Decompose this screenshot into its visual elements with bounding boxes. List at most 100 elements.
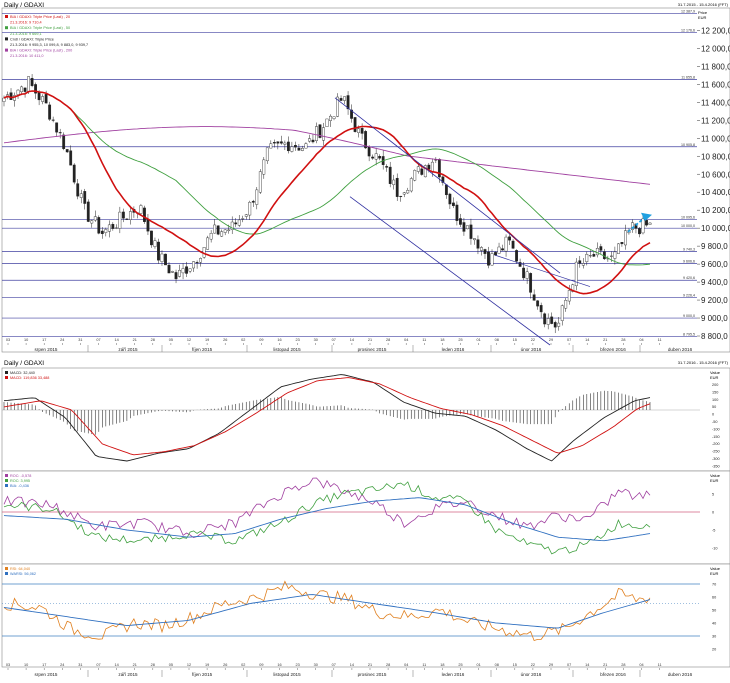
main-title: Daily / GDAXI [4, 2, 44, 9]
candle-body [121, 211, 125, 219]
candle-body [114, 227, 118, 229]
candle-body [171, 271, 174, 273]
candle-body [72, 164, 76, 183]
candle-body [427, 164, 431, 170]
price-axis-label: 10 800,0 [701, 152, 730, 161]
legend-entry: 21.3.2016: 9 710,4 [10, 21, 42, 25]
day-tick-label: 28 [151, 338, 155, 342]
candle-body [332, 116, 336, 119]
day-tick-label: 07 [96, 338, 100, 342]
candle-body [364, 131, 368, 149]
candle-body [41, 96, 45, 102]
day-tick-label: 10 [24, 663, 28, 667]
candle-body [255, 189, 259, 205]
candle-body [286, 141, 290, 152]
day-tick-label: 28 [386, 338, 390, 342]
price-axis-label: 9 200,0 [701, 296, 728, 305]
legend-entry: 21.3.2016: 9 955,3, 10 099,8, 9 883,0, 9… [10, 43, 88, 47]
candle-body [388, 166, 392, 184]
day-tick-label: 21 [603, 338, 607, 342]
candle-body [227, 229, 231, 232]
legend-swatch [5, 37, 8, 41]
candle-body [420, 168, 424, 175]
day-tick-label: 03 [6, 663, 10, 667]
day-tick-label: 11 [658, 338, 662, 342]
rsi-axis-label: 70 [712, 583, 716, 587]
candle-body [367, 146, 371, 157]
rsi-line [3, 580, 651, 641]
hline-label: 9 606,6 [683, 260, 695, 264]
channel-lower [349, 196, 551, 346]
candle-body [529, 273, 533, 293]
day-tick-label: 07 [567, 663, 571, 667]
candle-body [511, 240, 515, 249]
candle-body [617, 243, 620, 254]
month-label: listopad 2015 [273, 672, 301, 677]
candle-body [93, 216, 97, 221]
candle-body [111, 224, 115, 229]
candle-body [409, 178, 413, 192]
candle-body [455, 204, 459, 221]
price-axis-label: 9 000,0 [701, 314, 728, 323]
hline-label: 9 740,3 [683, 248, 695, 252]
candle-body [139, 205, 143, 214]
candle-body [146, 218, 150, 232]
day-tick-label: 30 [314, 663, 318, 667]
candle-body [392, 179, 396, 186]
candle-body [209, 233, 213, 240]
macd-line [3, 374, 651, 462]
price-axis-label: 11 600,0 [701, 80, 730, 89]
hline-label: 9 226,4 [683, 294, 695, 298]
candle-body [143, 207, 146, 222]
candle-body [220, 231, 224, 237]
day-tick-label: 18 [440, 338, 444, 342]
candle-body [648, 222, 652, 225]
day-tick-label: 14 [585, 663, 589, 667]
candle-body [473, 238, 476, 241]
rsi-axis-label: 40 [712, 622, 716, 626]
day-tick-label: 24 [60, 338, 64, 342]
macd-panel [1, 367, 730, 472]
candle-body [567, 290, 571, 302]
candle-body [638, 228, 641, 235]
candle-body [104, 229, 108, 233]
macd-axis-label: 150 [712, 390, 718, 394]
candle-body [272, 142, 276, 144]
price-axis-label: 9 800,0 [701, 242, 728, 251]
candle-body [258, 171, 262, 193]
candle-body [329, 115, 332, 121]
legend-swatch [5, 474, 8, 477]
candle-body [128, 211, 132, 221]
candle-body [213, 224, 217, 234]
candle-body [30, 77, 34, 86]
candle-body [578, 260, 582, 264]
candle-body [79, 193, 83, 198]
day-tick-label: 14 [585, 338, 589, 342]
day-tick-label: 23 [295, 338, 299, 342]
day-tick-label: 25 [458, 663, 462, 667]
legend-entry: 21.3.2016: 10 411,0 [10, 54, 44, 58]
macd-currency: EUR [710, 375, 719, 380]
candle-body [543, 313, 547, 325]
rsi-axis-label: 30 [712, 635, 716, 639]
candle-body [27, 76, 30, 92]
roc-axis-label: 5 [712, 493, 714, 497]
candle-body [402, 192, 406, 195]
candle-body [494, 252, 497, 256]
candle-body [44, 94, 48, 104]
hline-label: 8 795,5 [683, 332, 695, 336]
candle-body [508, 236, 511, 241]
month-label: březen 2016 [600, 672, 626, 677]
day-tick-label: 21 [368, 338, 372, 342]
candle-body [385, 166, 389, 168]
candle-body [248, 201, 252, 216]
day-tick-label: 21 [133, 663, 137, 667]
candle-body [322, 127, 325, 141]
candle-body [23, 87, 27, 92]
candle-body [118, 211, 122, 229]
candle-body [571, 284, 575, 292]
candle-body [451, 202, 455, 207]
candle-body [76, 183, 80, 197]
candle-body [157, 241, 160, 261]
day-tick-label: 28 [621, 663, 625, 667]
